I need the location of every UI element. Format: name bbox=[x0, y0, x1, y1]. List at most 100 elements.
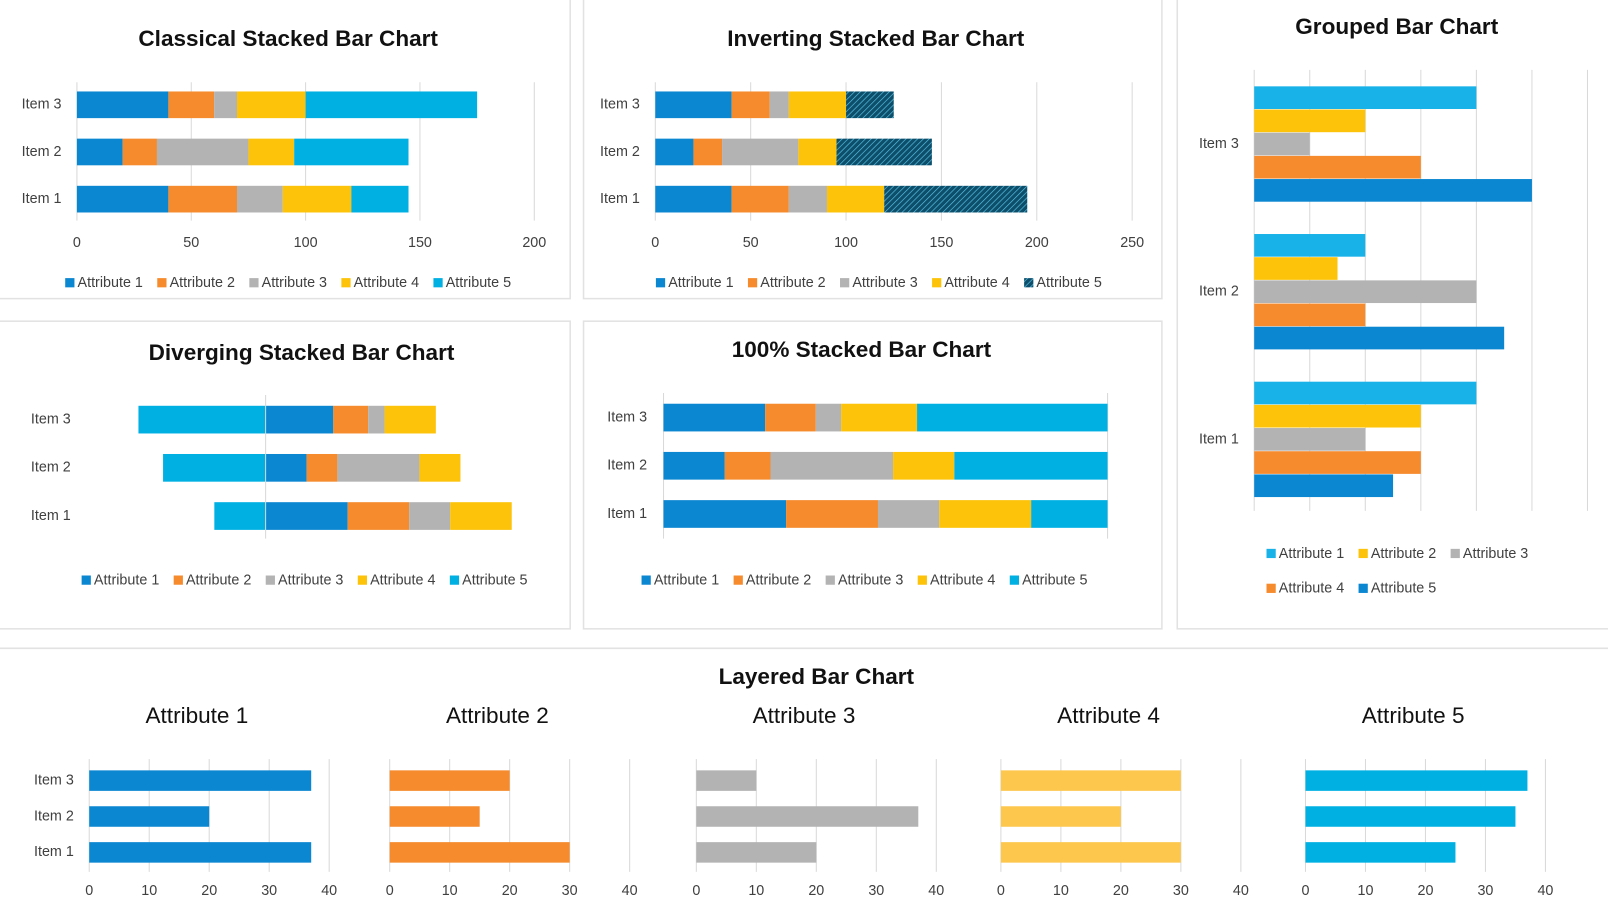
x-tick-label: 50 bbox=[183, 235, 199, 251]
legend-label: Attribute 1 bbox=[668, 275, 733, 291]
y-tick-label: Item 3 bbox=[22, 97, 62, 113]
bar-segment bbox=[76, 185, 169, 213]
legend-label: Attribute 5 bbox=[1371, 581, 1436, 597]
bar-segment bbox=[347, 502, 410, 530]
x-tick-label: 10 bbox=[748, 883, 764, 899]
bar bbox=[389, 842, 570, 863]
x-tick-label: 30 bbox=[1173, 883, 1189, 899]
legend-label: Attribute 1 bbox=[654, 572, 719, 588]
legend-marker bbox=[825, 575, 835, 585]
bar-segment bbox=[384, 405, 436, 434]
bar-segment bbox=[655, 185, 732, 213]
legend-marker bbox=[655, 278, 666, 288]
bar-segment bbox=[655, 91, 732, 119]
panel bbox=[582, 0, 1163, 300]
x-tick-label: 0 bbox=[997, 883, 1005, 899]
y-tick-label: Item 2 bbox=[31, 460, 71, 476]
x-tick-label: 250 bbox=[1120, 235, 1144, 251]
legend-marker bbox=[265, 575, 275, 585]
legend-marker bbox=[641, 575, 651, 585]
bar bbox=[389, 806, 480, 827]
legend-label: Attribute 5 bbox=[462, 572, 527, 588]
legend-label: Attribute 4 bbox=[1279, 581, 1344, 597]
bar bbox=[89, 770, 312, 791]
y-tick-label: Item 1 bbox=[31, 508, 71, 524]
legend-marker bbox=[747, 278, 758, 288]
y-tick-label: Item 3 bbox=[1199, 136, 1239, 152]
x-tick-label: 30 bbox=[261, 883, 277, 899]
panel-title: Attribute 4 bbox=[1057, 703, 1160, 728]
bar-segment bbox=[351, 185, 409, 213]
bar bbox=[696, 842, 817, 863]
panel bbox=[0, 320, 571, 630]
bar-segment bbox=[419, 453, 461, 482]
panel bbox=[0, 0, 571, 300]
legend-label: Attribute 3 bbox=[838, 572, 903, 588]
legend-label: Attribute 3 bbox=[278, 572, 343, 588]
x-tick-label: 20 bbox=[808, 883, 824, 899]
legend-marker bbox=[1450, 548, 1460, 559]
bar-segment bbox=[841, 403, 918, 432]
bar-segment bbox=[163, 453, 266, 482]
bar bbox=[1254, 326, 1505, 350]
legend-label: Attribute 1 bbox=[94, 572, 159, 588]
y-tick-label: Item 1 bbox=[1199, 431, 1239, 447]
bar bbox=[1254, 132, 1310, 156]
bar-segment bbox=[409, 502, 451, 530]
x-tick-label: 30 bbox=[868, 883, 884, 899]
chart-title: Layered Bar Chart bbox=[719, 664, 915, 689]
bar-segment bbox=[337, 453, 420, 482]
panel-title: Attribute 2 bbox=[446, 703, 549, 728]
legend-marker bbox=[65, 278, 75, 288]
x-tick-label: 30 bbox=[1477, 883, 1493, 899]
bar bbox=[1000, 806, 1121, 827]
bar bbox=[1254, 280, 1477, 304]
bar-segment bbox=[731, 185, 789, 213]
x-tick-label: 0 bbox=[73, 235, 81, 251]
legend-marker bbox=[357, 575, 368, 585]
y-tick-label: Item 1 bbox=[34, 844, 74, 860]
bar-segment bbox=[214, 91, 237, 119]
legend-label: Attribute 4 bbox=[370, 572, 435, 588]
x-tick-label: 10 bbox=[1053, 883, 1069, 899]
bar-segment bbox=[248, 138, 295, 166]
bar-segment bbox=[168, 185, 237, 213]
bar-segment bbox=[156, 138, 249, 166]
legend-label: Attribute 2 bbox=[170, 275, 235, 291]
bar-segment bbox=[368, 405, 385, 434]
x-tick-label: 20 bbox=[502, 883, 518, 899]
legend-marker bbox=[449, 575, 460, 585]
legend-marker bbox=[173, 575, 183, 585]
bar-segment bbox=[693, 138, 723, 166]
bar-segment bbox=[846, 91, 894, 119]
bar-segment bbox=[836, 138, 932, 166]
bar-segment bbox=[722, 138, 799, 166]
bar-segment bbox=[214, 502, 266, 530]
x-tick-label: 100 bbox=[294, 235, 318, 251]
legend-label: Attribute 4 bbox=[930, 572, 995, 588]
bar bbox=[1254, 86, 1477, 110]
y-tick-label: Item 3 bbox=[31, 411, 71, 427]
bar-segment bbox=[1031, 500, 1108, 528]
y-tick-label: Item 1 bbox=[22, 191, 62, 207]
legend-marker bbox=[1024, 278, 1034, 288]
x-tick-label: 0 bbox=[651, 235, 659, 251]
bar bbox=[89, 842, 312, 863]
y-tick-label: Item 3 bbox=[600, 97, 640, 113]
bar-segment bbox=[306, 453, 338, 482]
legend-marker bbox=[917, 575, 927, 585]
bar bbox=[1305, 842, 1456, 863]
x-tick-label: 40 bbox=[321, 883, 337, 899]
bar-segment bbox=[168, 91, 215, 119]
x-tick-label: 200 bbox=[1025, 235, 1049, 251]
bar-segment bbox=[786, 500, 878, 528]
x-tick-label: 40 bbox=[622, 883, 638, 899]
bar-segment bbox=[815, 403, 842, 432]
legend-marker bbox=[433, 278, 443, 288]
chart-title: Diverging Stacked Bar Chart bbox=[149, 340, 455, 365]
bar bbox=[1000, 842, 1181, 863]
legend-marker bbox=[733, 575, 743, 585]
panel-title: Attribute 1 bbox=[146, 703, 249, 728]
panel bbox=[582, 320, 1163, 630]
bar-segment bbox=[770, 451, 894, 480]
